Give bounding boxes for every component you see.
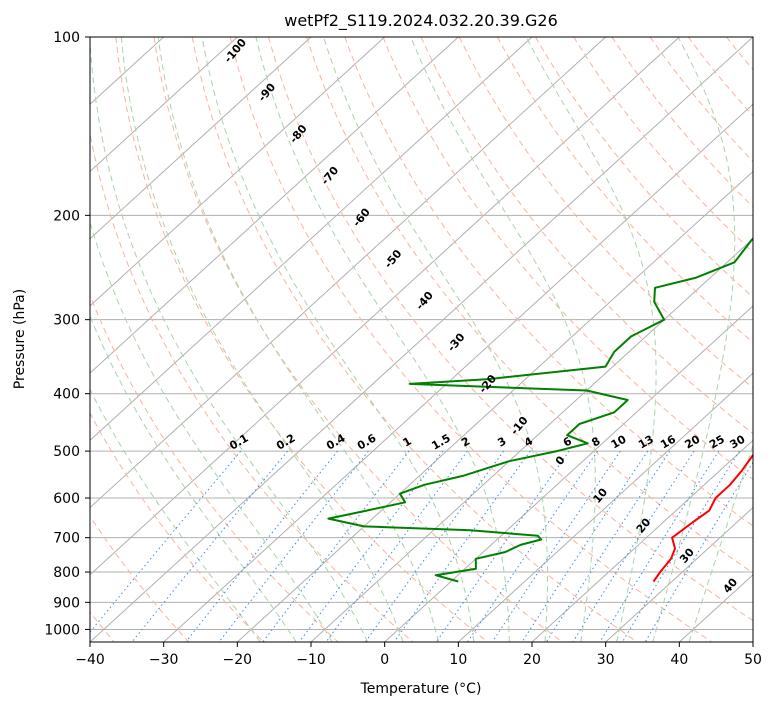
x-tick-label: −40 [75, 652, 105, 668]
moist-adiabat [410, 37, 596, 642]
dry-adiabat [420, 37, 753, 435]
isotherm [90, 37, 386, 307]
mixing-ratio-line [325, 450, 468, 642]
x-tick-label: 20 [523, 652, 541, 668]
moist-adiabat [120, 37, 404, 642]
axis-ticks: −40 −30 −20 −10 0 10 20 30 40 50 100 200 300 400 500 60… [44, 30, 762, 668]
mixing-ratio-line [599, 450, 720, 642]
dry-adiabat [115, 37, 488, 642]
isotherm [90, 37, 607, 509]
y-tick-label: 700 [53, 531, 80, 547]
y-tick-label: 100 [53, 30, 80, 46]
temperature-line [652, 453, 753, 583]
isotherm [236, 170, 753, 642]
mixing-ratio-line [393, 450, 531, 642]
isotherm [384, 305, 753, 642]
background-lines [90, 37, 753, 642]
mixing-ratio-line [298, 450, 444, 642]
mixing-ratio-line [572, 450, 695, 642]
moist-adiabat [688, 443, 753, 642]
dry-adiabat [535, 37, 753, 298]
x-tick-label: 50 [744, 652, 762, 668]
x-tick-label: 10 [449, 652, 467, 668]
y-axis-label: Pressure (hPa) [12, 289, 28, 389]
dry-adiabat [573, 37, 753, 253]
profile-lines [327, 237, 753, 583]
dry-adiabat [90, 293, 339, 642]
mixing-ratio-line [185, 450, 338, 642]
moist-adiabat [90, 220, 333, 642]
moist-adiabat [652, 37, 736, 642]
isotherm [90, 37, 459, 374]
moist-adiabat [157, 37, 439, 642]
y-tick-label: 900 [53, 595, 80, 611]
y-tick-label: 600 [53, 491, 80, 507]
x-tick-label: 30 [597, 652, 615, 668]
isotherm [605, 506, 753, 642]
isotherm [90, 37, 680, 576]
moist-adiabat [90, 314, 297, 642]
dry-adiabat [306, 37, 753, 574]
y-tick-label: 400 [53, 387, 80, 403]
dry-adiabat [90, 515, 190, 642]
mixing-ratio-line [545, 450, 671, 642]
mixing-ratio-line [621, 450, 740, 642]
isotherm [163, 103, 753, 642]
y-tick-label: 800 [53, 565, 80, 581]
y-tick-label: 1000 [44, 622, 80, 638]
isotherm [90, 37, 312, 240]
chart-title: wetPf2_S119.2024.032.20.39.G26 [284, 11, 558, 31]
mixing-ratio-line [131, 450, 288, 642]
y-tick-label: 200 [53, 208, 80, 224]
y-tick-label: 500 [53, 444, 80, 460]
x-tick-label: −30 [149, 652, 179, 668]
mixing-ratio-line [435, 450, 570, 642]
isotherm [90, 37, 238, 173]
moist-adiabat [201, 37, 475, 642]
dry-adiabat [344, 37, 753, 527]
dewpoint-line [327, 237, 753, 583]
mixing-ratio-line [364, 450, 505, 642]
dry-adiabat [382, 37, 753, 480]
mixing-ratio-line [644, 461, 753, 642]
isotherm [457, 372, 753, 642]
isotherm [310, 237, 753, 642]
moist-adiabat [90, 37, 369, 642]
isotherm [90, 37, 533, 442]
mixing-ratio-line [90, 450, 242, 633]
isotherm [531, 439, 753, 642]
dry-adiabat [153, 37, 563, 642]
moist-adiabat [255, 37, 510, 642]
x-tick-label: −20 [223, 652, 253, 668]
dry-adiabat [268, 37, 753, 622]
mixing-ratio-line [218, 450, 369, 642]
x-axis-label: Temperature (°C) [360, 681, 482, 697]
moist-adiabat [323, 37, 548, 642]
moist-adiabat [90, 388, 261, 642]
dry-adiabat [90, 412, 264, 642]
dry-adiabat [90, 131, 414, 642]
dry-adiabat [191, 37, 638, 642]
isotherm [90, 37, 753, 642]
dry-adiabat [229, 37, 712, 642]
x-tick-label: 40 [670, 652, 688, 668]
x-tick-label: 0 [380, 652, 389, 668]
x-tick-label: −10 [296, 652, 326, 668]
plot-frame [89, 36, 754, 643]
y-tick-label: 300 [53, 313, 80, 329]
